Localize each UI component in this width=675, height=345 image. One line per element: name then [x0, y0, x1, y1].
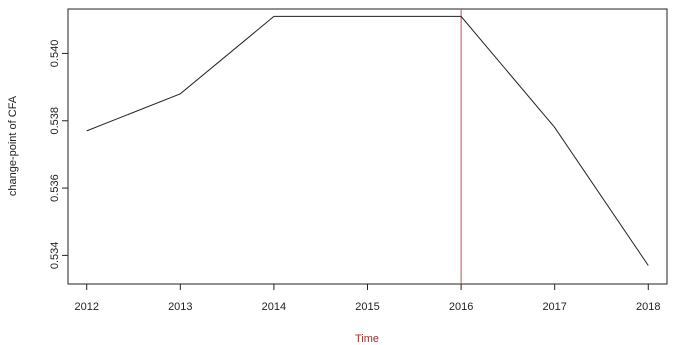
x-axis-title: Time — [355, 333, 379, 345]
x-tick-label: 2012 — [74, 301, 98, 313]
y-tick-label: 0.534 — [49, 242, 61, 270]
y-tick-label: 0.538 — [49, 107, 61, 135]
x-tick-label: 2014 — [262, 301, 286, 313]
plot-frame — [67, 8, 668, 285]
y-axis: 0.534 0.536 0.538 0.540 — [49, 40, 68, 269]
x-tick-label: 2013 — [168, 301, 192, 313]
y-tick-label: 0.540 — [49, 40, 61, 68]
x-tick-label: 2017 — [542, 301, 566, 313]
x-tick-label: 2016 — [449, 301, 473, 313]
x-tick-label: 2015 — [355, 301, 379, 313]
x-axis: 2012 2013 2014 2015 2016 2017 2018 — [74, 284, 661, 313]
y-tick-label: 0.536 — [49, 174, 61, 202]
x-tick-label: 2018 — [636, 301, 660, 313]
y-axis-title: change-point of CFA — [7, 95, 19, 196]
series-line — [86, 15, 649, 266]
